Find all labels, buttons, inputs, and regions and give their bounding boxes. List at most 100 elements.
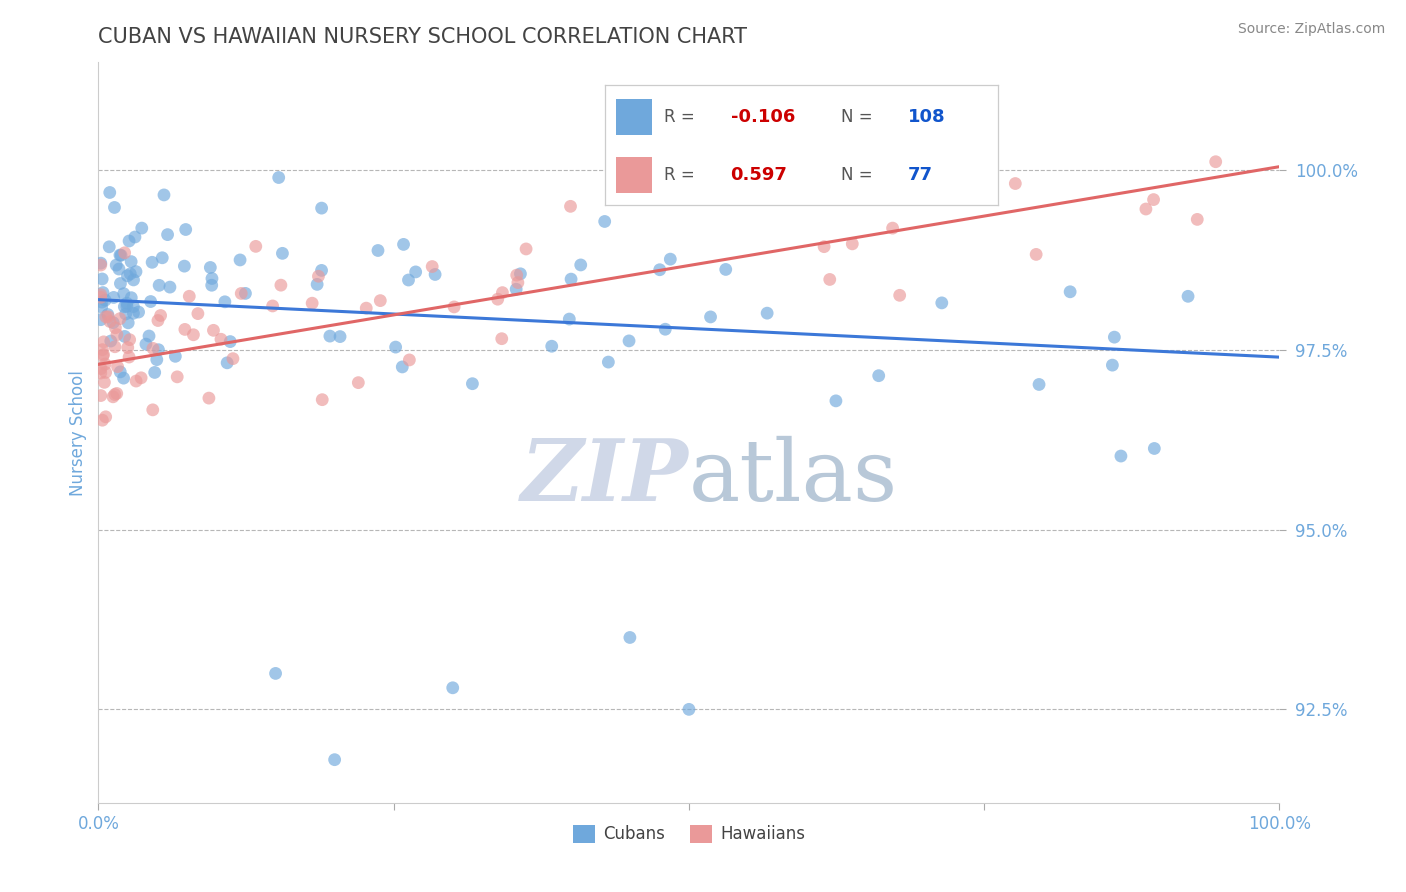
Point xyxy=(219,334,242,349)
Point xyxy=(173,322,195,336)
Point xyxy=(699,310,721,324)
Point xyxy=(90,256,112,270)
Point xyxy=(91,343,114,357)
Point xyxy=(301,296,323,310)
FancyBboxPatch shape xyxy=(616,157,652,193)
Point xyxy=(245,239,267,253)
Point xyxy=(384,340,406,354)
Point xyxy=(560,199,582,213)
Point xyxy=(179,289,201,303)
Point xyxy=(569,258,592,272)
Point xyxy=(120,267,142,281)
Point xyxy=(125,265,148,279)
Point xyxy=(91,272,114,286)
Point xyxy=(560,272,582,286)
Point xyxy=(103,316,125,330)
Point xyxy=(159,280,181,294)
Point xyxy=(118,333,141,347)
Point xyxy=(101,390,124,404)
Point xyxy=(93,347,115,361)
Point xyxy=(818,272,841,286)
Point xyxy=(461,376,484,391)
Point xyxy=(506,268,529,282)
Point xyxy=(367,244,389,258)
Point xyxy=(93,376,115,390)
Point xyxy=(115,296,138,310)
Point xyxy=(98,314,121,328)
Point xyxy=(323,753,346,767)
Point xyxy=(678,702,700,716)
Point xyxy=(104,320,127,334)
Point xyxy=(183,327,205,342)
Point xyxy=(114,329,136,343)
Point xyxy=(148,278,170,293)
Point xyxy=(156,227,179,242)
Point xyxy=(115,299,138,313)
Point xyxy=(931,296,953,310)
Text: N =: N = xyxy=(841,166,872,184)
Text: ZIP: ZIP xyxy=(522,435,689,519)
Point xyxy=(131,221,153,235)
Point xyxy=(90,300,112,314)
Point xyxy=(934,184,956,198)
Legend: Cubans, Hawaiians: Cubans, Hawaiians xyxy=(567,818,811,850)
Point xyxy=(114,307,136,321)
Point xyxy=(100,334,122,348)
Point xyxy=(659,252,682,267)
Point xyxy=(540,339,562,353)
Point xyxy=(217,356,239,370)
Point xyxy=(90,290,112,304)
Point xyxy=(120,291,142,305)
Point xyxy=(307,269,329,284)
Point xyxy=(97,308,120,322)
Point xyxy=(125,374,148,388)
Point xyxy=(882,221,904,235)
Point xyxy=(112,300,135,314)
Text: Source: ZipAtlas.com: Source: ZipAtlas.com xyxy=(1237,22,1385,37)
Point xyxy=(103,290,125,304)
Point xyxy=(110,365,132,379)
Point xyxy=(91,295,114,310)
Point xyxy=(307,277,329,292)
Point xyxy=(149,309,172,323)
Point xyxy=(1109,449,1132,463)
Point xyxy=(90,361,112,376)
Point xyxy=(142,342,165,356)
Point xyxy=(124,230,146,244)
Point xyxy=(166,369,188,384)
Point xyxy=(347,376,370,390)
Point xyxy=(105,258,128,272)
Point xyxy=(231,286,253,301)
Point xyxy=(311,201,333,215)
Point xyxy=(486,292,509,306)
Point xyxy=(122,306,145,320)
Point xyxy=(1104,330,1126,344)
Point xyxy=(1135,202,1157,216)
Text: R =: R = xyxy=(664,166,695,184)
Point xyxy=(90,312,112,326)
Point xyxy=(174,222,197,236)
Point xyxy=(153,188,176,202)
Point xyxy=(94,310,117,324)
Point xyxy=(1004,177,1026,191)
Point xyxy=(91,349,114,363)
Point xyxy=(756,306,779,320)
Point xyxy=(90,258,112,272)
Point xyxy=(329,329,352,343)
Point xyxy=(90,287,112,301)
Point xyxy=(138,329,160,343)
Point xyxy=(94,365,117,379)
Point xyxy=(825,393,848,408)
Point xyxy=(1025,247,1047,261)
Point xyxy=(148,343,170,357)
Point xyxy=(105,327,128,342)
Point xyxy=(598,355,620,369)
Point xyxy=(1059,285,1081,299)
Text: 108: 108 xyxy=(908,108,945,127)
Point xyxy=(264,666,287,681)
Point xyxy=(107,359,129,374)
Point xyxy=(104,387,127,401)
Point xyxy=(262,299,284,313)
Point xyxy=(1142,193,1164,207)
Point xyxy=(110,277,132,291)
